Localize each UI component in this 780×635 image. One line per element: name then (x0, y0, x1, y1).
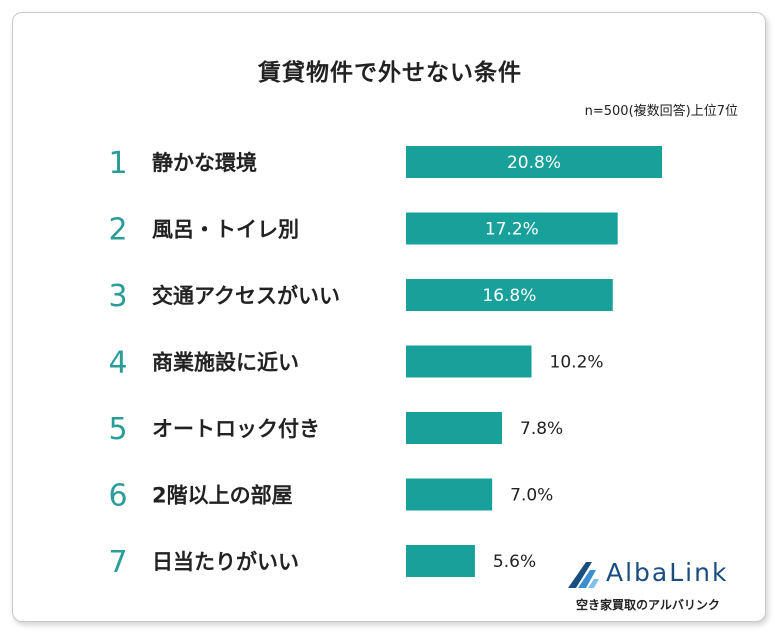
rank-number: 5 (108, 412, 127, 447)
chart-card (12, 12, 766, 622)
category-label: 商業施設に近い (152, 351, 299, 375)
category-label: 風呂・トイレ別 (152, 218, 299, 242)
logo-name: AlbaLink (606, 558, 729, 587)
albalink-logo: AlbaLink 空き家買取のアルバリンク (566, 558, 766, 618)
bar-value-label: 7.8% (520, 419, 563, 439)
rank-number: 4 (108, 346, 127, 381)
sample-note: n=500(複数回答)上位7位 (584, 104, 738, 119)
category-label: 静かな環境 (152, 151, 257, 175)
bar (406, 279, 613, 311)
albalink-logo-icon (568, 562, 599, 588)
category-label: オートロック付き (152, 417, 320, 441)
category-label: 2階以上の部屋 (152, 484, 293, 508)
bar (406, 412, 502, 444)
rank-number: 7 (108, 545, 127, 580)
bar (406, 545, 475, 577)
bar-value-label: 20.8% (507, 153, 561, 173)
bar (406, 345, 532, 378)
chart-title: 賃貸物件で外せない条件 (258, 60, 522, 86)
bar-value-label: 16.8% (482, 286, 536, 306)
bar-value-label: 10.2% (550, 353, 604, 373)
bar-value-label: 5.6% (493, 552, 536, 572)
category-label: 日当たりがいい (152, 550, 299, 574)
bar (406, 146, 662, 178)
category-label: 交通アクセスがいい (152, 284, 340, 308)
bar-value-label: 17.2% (485, 220, 539, 240)
rank-number: 6 (108, 479, 127, 514)
rank-number: 2 (108, 213, 127, 248)
bar (406, 212, 618, 245)
rank-number: 3 (108, 279, 127, 314)
bar-value-label: 7.0% (510, 486, 553, 506)
bar (406, 478, 493, 511)
logo-tagline: 空き家買取のアルバリンク (576, 598, 720, 612)
rank-number: 1 (108, 146, 127, 181)
